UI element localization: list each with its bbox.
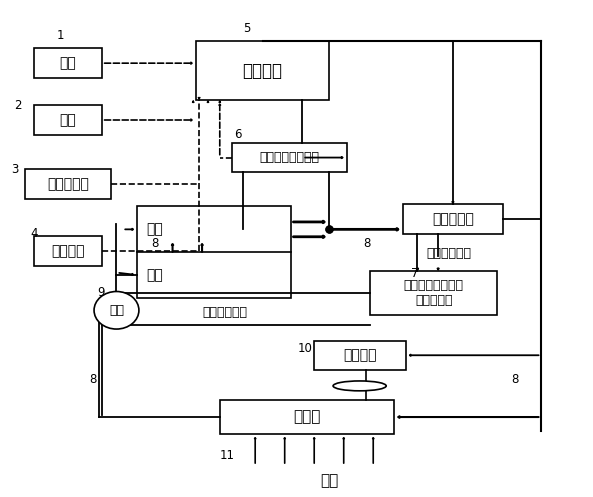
Text: 水泵: 水泵	[109, 304, 124, 317]
Text: 控制单元: 控制单元	[243, 62, 282, 80]
Text: 散热器: 散热器	[293, 410, 320, 424]
Text: 10: 10	[298, 342, 313, 355]
Text: 缸体: 缸体	[146, 268, 162, 282]
Text: 6: 6	[234, 128, 241, 141]
Text: 4: 4	[30, 227, 37, 240]
Bar	[137, 206, 291, 298]
Text: 2: 2	[14, 99, 22, 112]
Text: 冷却水大循环: 冷却水大循环	[426, 247, 471, 260]
Text: 车速: 车速	[59, 56, 76, 70]
Bar	[220, 400, 394, 434]
Text: 3: 3	[11, 163, 18, 176]
Bar	[34, 236, 102, 266]
Circle shape	[94, 292, 139, 329]
Bar	[25, 169, 110, 199]
Text: 8: 8	[364, 237, 371, 250]
Text: 空气: 空气	[320, 473, 338, 488]
Text: 7: 7	[411, 267, 418, 280]
Text: 8: 8	[151, 237, 158, 250]
Text: 缸盖: 缸盖	[146, 222, 162, 237]
Bar	[232, 143, 347, 172]
Text: 9: 9	[97, 286, 104, 300]
Text: 旁路（暖通、电子
节气门等）: 旁路（暖通、电子 节气门等）	[404, 279, 464, 307]
Text: 进气温度: 进气温度	[51, 244, 85, 258]
Text: 8: 8	[89, 373, 97, 386]
Text: 冷却水温度传感器: 冷却水温度传感器	[259, 151, 319, 164]
Bar	[314, 341, 406, 370]
Text: 电子节温器: 电子节温器	[432, 212, 474, 226]
Text: 1: 1	[57, 29, 64, 42]
Bar	[196, 41, 329, 100]
Bar	[370, 271, 497, 315]
Bar	[34, 105, 102, 135]
Text: 11: 11	[220, 449, 235, 462]
Text: 冷却水小循环: 冷却水小循环	[202, 306, 247, 319]
Text: 冷却风扇: 冷却风扇	[343, 348, 377, 362]
Text: 8: 8	[511, 373, 518, 386]
Bar	[34, 48, 102, 78]
Text: 发动机负荷: 发动机负荷	[47, 177, 89, 191]
Text: 转速: 转速	[59, 113, 76, 127]
Ellipse shape	[333, 381, 386, 391]
Bar	[403, 204, 503, 234]
Text: 5: 5	[243, 22, 250, 35]
